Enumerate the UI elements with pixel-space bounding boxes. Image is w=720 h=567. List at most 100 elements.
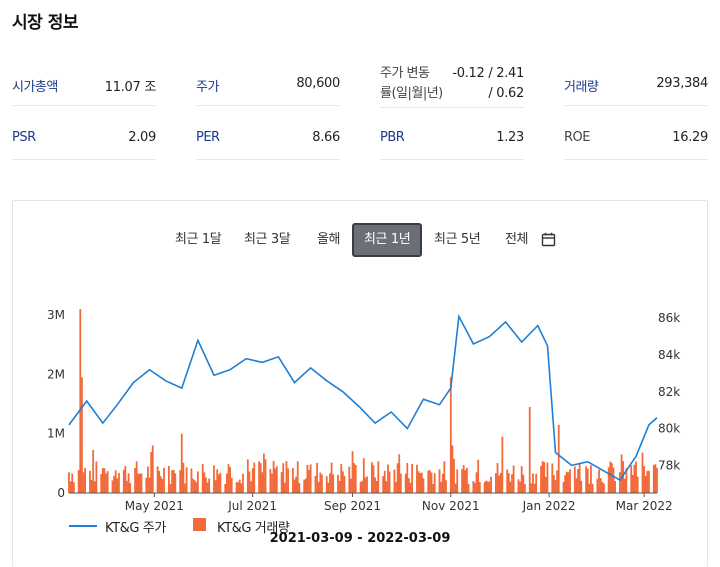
tab-ytd[interactable]: 올해 [317,232,341,247]
volume-bar [272,461,275,493]
volume-bar [633,464,636,493]
volume-bar [546,462,549,493]
y-axis-left: 0 1M 2M 3M [47,308,65,500]
volume-bar [540,465,542,493]
price-volume-chart[interactable]: 0 1M 2M 3M 78k 80k 82k 84k 86k May 2021 Jul 2021… [13,201,707,567]
volume-bar [330,462,333,493]
volume-bar [631,474,634,493]
volume-bar [612,467,615,493]
tab-all[interactable]: 전체 [505,232,529,247]
volume-bar [327,482,330,493]
volume-bar [341,471,344,493]
volume-bar [370,462,373,493]
period-tabs: 최근 1달 최근 3달 올해 최근 1년 최근 5년 전체 [13,223,707,257]
volume-bar [623,478,626,493]
volume-bar [619,472,621,493]
volume-bar [89,470,91,493]
volume-bar [499,473,502,493]
volume-bar [554,480,557,493]
volume-bar [182,462,185,493]
volume-bar [578,464,581,493]
volume-bar [454,483,457,493]
volume-bar [440,482,443,493]
volume-bar [216,469,219,493]
volume-bar [532,473,534,493]
legend-label: KT&G 주가 [105,521,166,536]
volume-bar [511,474,513,493]
tab-1-year[interactable]: 최근 1년 [352,223,423,257]
volume-bar [263,453,265,493]
volume-bar [646,470,649,493]
tab-3-months[interactable]: 최근 3달 [244,232,291,247]
metric-value: 1.23 [496,130,524,145]
metric-label[interactable]: 주가 [196,80,219,95]
tab-1-month[interactable]: 최근 1달 [175,232,222,247]
volume-bar [122,469,125,493]
volume-bar [408,478,410,493]
volume-bar [388,471,391,493]
volume-bar [116,478,119,493]
volume-bar [472,481,475,493]
volume-bar [251,468,254,493]
volume-bar [309,464,312,493]
metric-label[interactable]: PSR [12,130,36,145]
volume-bar [71,473,74,493]
volume-bar [636,476,639,493]
volume-bar [340,463,343,493]
volume-bar [598,469,600,493]
volume-bar [224,483,227,493]
calendar-icon[interactable] [541,232,556,247]
volume-bar [93,481,96,493]
metric-label-line-2: 률(일|월|년) [380,86,443,101]
tab-5-years[interactable]: 최근 5년 [434,232,481,247]
volume-bar [304,478,307,493]
volume-bar [135,461,138,493]
metric-label[interactable]: 시가총액 [12,80,58,95]
volume-bar [630,465,633,493]
volume-bar [303,479,306,493]
y-left-tick-label: 3M [47,308,65,322]
volume-bar [195,482,198,493]
volume-bar [127,473,130,493]
volume-bar [259,463,262,493]
volume-bar [462,465,465,493]
volume-bar [100,474,103,493]
volume-bar [501,436,504,493]
volume-bar [590,465,592,493]
volume-bar [656,467,658,493]
metric-label[interactable]: 거래량 [564,80,599,95]
volume-bar [610,463,613,493]
metric-value: 2.09 [128,130,156,145]
volume-bar [635,461,637,493]
volume-bar [654,464,657,493]
metric-value: 80,600 [296,76,340,91]
volume-bar [519,481,521,493]
y-left-tick-label: 2M [47,367,65,381]
volume-bar [148,477,151,493]
volume-bar [445,480,447,493]
volume-bar [205,477,207,493]
volume-bar [167,465,170,493]
volume-bar [495,473,497,493]
volume-bar [591,483,594,493]
volume-bar [159,476,162,493]
volume-bar [225,473,228,493]
volume-bar [274,468,277,493]
volume-bar [644,475,647,493]
volume-bar [172,470,175,493]
volume-bar [147,466,149,493]
volume-bar [456,469,459,493]
volume-bar [156,466,159,493]
volume-bar [240,483,243,493]
volume-bar [622,461,625,493]
volume-bar [573,466,576,493]
volume-bar [129,482,132,493]
volume-bar [338,481,341,493]
volume-bar [271,473,273,493]
volume-bar [111,480,114,493]
metric-label[interactable]: PER [196,130,220,145]
volume-bar [285,461,288,493]
volume-bar [475,472,478,493]
volume-bar [464,469,467,493]
metric-label[interactable]: PBR [380,130,405,145]
